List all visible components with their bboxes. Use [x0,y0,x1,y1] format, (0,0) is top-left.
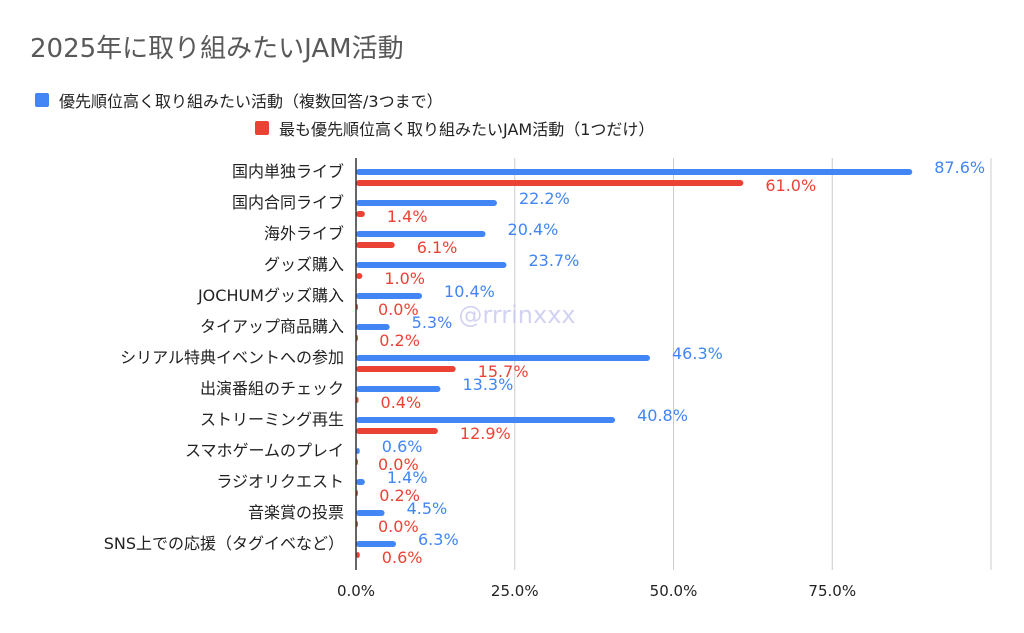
chart-title: 2025年に取り組みたいJAM活動 [30,34,404,64]
bar-series-1 [356,417,616,423]
category-label: SNS上での応援（タグイベなど） [104,534,344,553]
data-label-series-2: 61.0% [765,176,816,195]
bar-series-1 [356,169,913,175]
data-label-series-1: 40.8% [637,406,688,425]
bar-series-1 [356,355,651,361]
data-label-series-1: 23.7% [528,251,579,270]
x-tick-label: 0.0% [337,582,375,600]
data-label-series-2: 1.4% [387,207,428,226]
data-label-series-1: 46.3% [672,344,723,363]
category-label: タイアップ商品購入 [200,317,344,336]
data-label-series-1: 22.2% [519,189,570,208]
data-label-series-1: 13.3% [462,375,513,394]
legend-label: 最も優先順位高く取り組みたいJAM活動（1つだけ） [279,120,655,139]
bar-series-2 [356,366,456,372]
bar-series-1 [356,293,423,299]
category-label: 出演番組のチェック [200,379,344,398]
data-label-series-1: 10.4% [444,282,495,301]
legend-item-series-1: 優先順位高く取り組みたい活動（複数回答/3つまで） [35,88,443,112]
bar-series-2 [356,273,363,279]
legend-item-series-2: 最も優先順位高く取り組みたいJAM活動（1つだけ） [255,116,654,140]
bar-series-2 [356,180,744,186]
x-tick-label: 25.0% [491,582,539,600]
data-label-series-2: 0.2% [379,486,420,505]
data-label-series-1: 87.6% [934,158,985,177]
bar-series-1 [356,231,486,237]
x-tick-label: 50.0% [650,582,698,600]
data-label-series-2: 0.0% [378,455,419,474]
category-label: グッズ購入 [264,255,344,274]
data-label-series-1: 20.4% [508,220,559,239]
data-label-series-2: 15.7% [478,362,529,381]
bar-series-2 [356,552,360,558]
bar-series-1 [356,448,360,454]
category-label: 音楽賞の投票 [248,503,344,522]
bar-series-2 [356,211,365,217]
data-label-series-2: 0.0% [378,300,419,319]
bar-series-1 [356,324,390,330]
bar-series-1 [356,541,397,547]
category-label: 国内合同ライブ [232,193,344,212]
data-label-series-1: 5.3% [412,313,453,332]
data-label-series-1: 4.5% [407,499,448,518]
data-label-series-2: 0.4% [381,393,422,412]
watermark: @rrrinxxx [458,301,575,329]
data-label-series-2: 1.0% [384,269,425,288]
category-label: シリアル特典イベントへの参加 [120,348,344,367]
data-label-series-1: 1.4% [387,468,428,487]
category-label: ストリーミング再生 [200,410,344,429]
bar-series-2 [356,428,438,434]
bar-series-1 [356,510,385,516]
bar-series-1 [356,200,497,206]
category-label: 国内単独ライブ [232,162,344,181]
category-label: ラジオリクエスト [216,472,344,491]
category-label: 海外ライブ [264,224,344,243]
data-label-series-2: 6.1% [417,238,458,257]
data-label-series-2: 0.0% [378,517,419,536]
legend-label: 優先順位高く取り組みたい活動（複数回答/3つまで） [59,92,443,111]
category-label: スマホゲームのプレイ [185,441,344,460]
legend-swatch [255,121,269,135]
bar-series-2 [356,242,395,248]
legend-swatch [35,93,49,107]
bar-series-1 [356,479,365,485]
bar-series-1 [356,386,441,392]
data-label-series-1: 0.6% [382,437,423,456]
data-label-series-2: 12.9% [460,424,511,443]
data-label-series-2: 0.2% [379,331,420,350]
bar-series-1 [356,262,507,268]
data-label-series-2: 0.6% [382,548,423,567]
data-label-series-1: 6.3% [418,530,459,549]
x-tick-label: 75.0% [808,582,856,600]
category-label: JOCHUMグッズ購入 [197,286,344,305]
